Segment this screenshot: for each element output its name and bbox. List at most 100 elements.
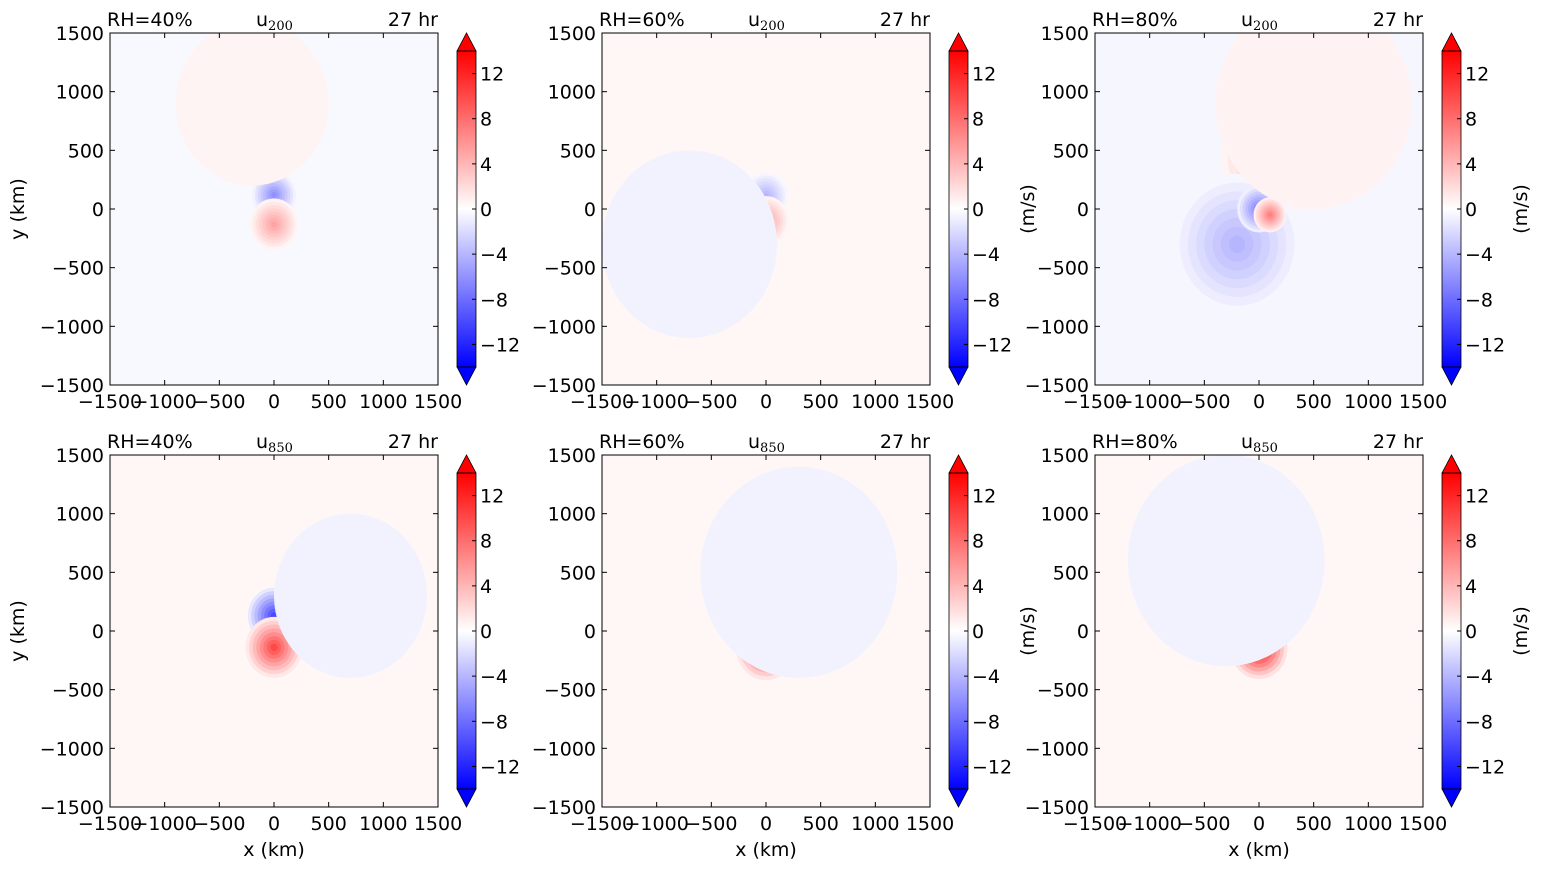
contour-feature-2 — [1228, 235, 1246, 253]
x-tick-label: −1500 — [1063, 391, 1127, 413]
colorbar-tick-label: 8 — [480, 109, 492, 131]
colorbar-tick-label: −12 — [480, 756, 520, 778]
contour-feature-2 — [270, 221, 278, 228]
x-tick-label: 1500 — [414, 391, 462, 413]
rh-label: RH=80% — [1092, 9, 1178, 31]
contour-feature-4 — [1267, 212, 1272, 218]
colorbar-tick-label: 4 — [972, 576, 984, 598]
variable-subscript: 200 — [1253, 19, 1278, 34]
colorbar-tick-label: 4 — [972, 154, 984, 176]
rh-label: RH=40% — [107, 9, 193, 31]
time-label: 27 hr — [388, 431, 438, 453]
colorbar-tick-label: −4 — [972, 244, 1000, 266]
colorbar-label: (m/s) — [1017, 184, 1039, 234]
colorbar-tick-label: −4 — [480, 666, 508, 688]
colorbar-extend-max — [1441, 454, 1462, 474]
contour-feature-3 — [602, 150, 777, 339]
y-axis-label: y (km) — [7, 178, 29, 240]
y-tick-label: 0 — [584, 621, 596, 643]
x-tick-label: −1000 — [1118, 813, 1182, 835]
y-tick-label: 1500 — [1041, 23, 1089, 45]
y-tick-label: 0 — [1077, 199, 1089, 221]
x-tick-label: 1000 — [851, 813, 899, 835]
time-label: 27 hr — [1373, 9, 1423, 31]
variable-title: u200 — [256, 9, 293, 34]
y-tick-label: −500 — [52, 680, 104, 702]
x-tick-label: 1500 — [1399, 813, 1447, 835]
panel-6: −1500−1000−500 0 500 1000 1500−1500−1000−500… — [1025, 431, 1532, 861]
colorbar-extend-max — [456, 32, 477, 52]
variable-title: u200 — [1241, 9, 1278, 34]
colorbar-extend-min — [1441, 366, 1462, 386]
contour-feature-3 — [175, 33, 329, 186]
colorbar-extend-max — [948, 454, 969, 474]
colorbar-tick-label: 4 — [1465, 154, 1477, 176]
variable-base: u — [256, 431, 268, 453]
colorbar: 12 8 4 0 −4 −8 −12 — [456, 454, 520, 808]
x-tick-label: 1000 — [1344, 391, 1392, 413]
panel-4: −1500−1000−500 0 500 1000 1500−1500−1000−500… — [7, 431, 520, 861]
x-tick-label: 1500 — [1399, 391, 1447, 413]
colorbar-gradient — [1442, 51, 1461, 367]
y-tick-label: 1000 — [548, 82, 596, 104]
y-tick-label: 1500 — [548, 23, 596, 45]
y-tick-label: −500 — [52, 258, 104, 280]
time-label: 27 hr — [880, 9, 930, 31]
x-tick-label: 500 — [1296, 813, 1332, 835]
y-tick-label: 1500 — [56, 445, 104, 467]
variable-base: u — [256, 9, 268, 31]
rh-label: RH=60% — [599, 431, 685, 453]
y-tick-label: −1500 — [1025, 797, 1089, 819]
variable-title: u850 — [1241, 431, 1278, 456]
y-tick-label: −1000 — [532, 738, 596, 760]
x-tick-label: 1000 — [359, 813, 407, 835]
time-label: 27 hr — [880, 431, 930, 453]
x-tick-label: −1000 — [625, 813, 689, 835]
x-tick-label: 500 — [311, 391, 347, 413]
colorbar-tick-label: 0 — [480, 199, 492, 221]
colorbar-tick-label: −12 — [972, 756, 1012, 778]
colorbar: 12 8 4 0 −4 −8 −12 (m/s) — [948, 32, 1039, 386]
contour-feature-5 — [1215, 33, 1413, 209]
colorbar-tick-label: 8 — [1465, 109, 1477, 131]
contour-feature-3 — [1127, 455, 1325, 667]
x-tick-label: −500 — [685, 391, 737, 413]
x-tick-label: 0 — [268, 391, 280, 413]
y-tick-label: 0 — [1077, 621, 1089, 643]
y-tick-label: 1000 — [56, 504, 104, 526]
colorbar-tick-label: −12 — [1465, 334, 1505, 356]
colorbar-extend-max — [948, 32, 969, 52]
x-tick-label: −500 — [193, 813, 245, 835]
colorbar-tick-label: 4 — [480, 576, 492, 598]
x-tick-label: 0 — [1253, 813, 1265, 835]
contour-feature-3 — [700, 466, 898, 678]
rh-label: RH=80% — [1092, 431, 1178, 453]
colorbar-tick-label: 0 — [1465, 199, 1477, 221]
colorbar-tick-label: 12 — [1465, 486, 1489, 508]
x-tick-label: −1500 — [570, 391, 634, 413]
x-tick-label: 0 — [760, 813, 772, 835]
y-tick-label: 1500 — [1041, 445, 1089, 467]
x-tick-label: 500 — [803, 813, 839, 835]
colorbar-tick-label: 8 — [972, 531, 984, 553]
x-tick-label: −1500 — [570, 813, 634, 835]
y-tick-label: 1000 — [1041, 504, 1089, 526]
x-tick-label: 500 — [311, 813, 347, 835]
colorbar: 12 8 4 0 −4 −8 −12 — [456, 32, 520, 386]
x-tick-label: 500 — [1296, 391, 1332, 413]
colorbar-extend-min — [948, 788, 969, 808]
y-tick-label: −1000 — [40, 316, 104, 338]
x-tick-label: 1500 — [414, 813, 462, 835]
y-tick-label: 0 — [584, 199, 596, 221]
panel-1: −1500−1000−500 0 500 1000 1500−1500−1000−500… — [7, 9, 520, 413]
field-contours — [700, 466, 898, 681]
colorbar-tick-label: −8 — [1465, 711, 1493, 733]
colorbar-tick-label: −8 — [1465, 289, 1493, 311]
y-tick-label: 0 — [92, 621, 104, 643]
y-tick-label: −1500 — [532, 375, 596, 397]
colorbar-tick-label: 12 — [1465, 64, 1489, 86]
colorbar-tick-label: 8 — [972, 109, 984, 131]
colorbar-gradient — [457, 473, 476, 789]
x-tick-label: −500 — [1178, 391, 1230, 413]
